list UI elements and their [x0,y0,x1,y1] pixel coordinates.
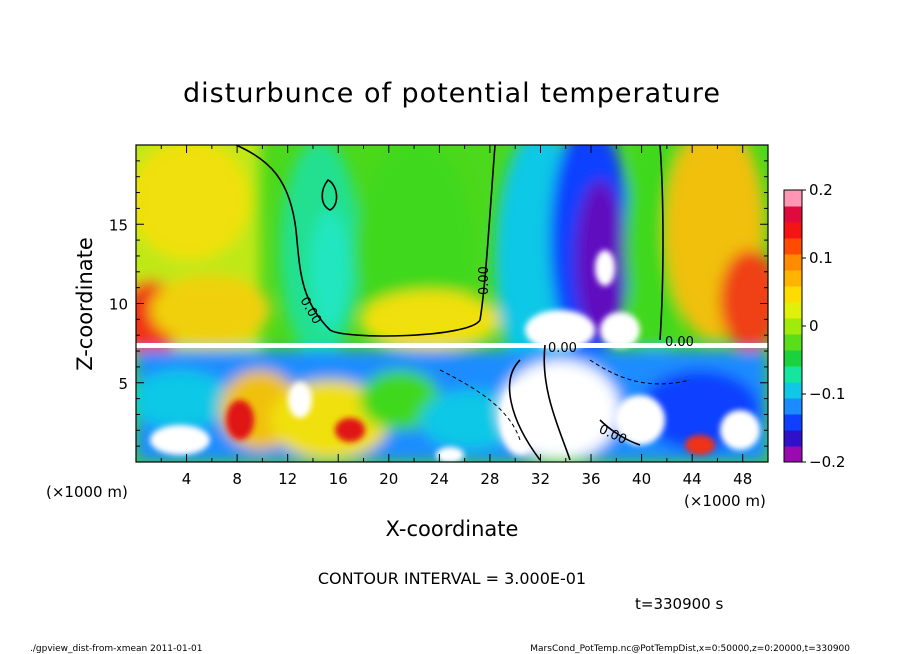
colorbar-swatch [784,254,802,271]
y-tick-label: 15 [109,216,128,234]
x-tick-label: 8 [232,470,242,488]
contour-label: 0.00 [477,266,492,295]
colorbar-swatch [784,238,802,255]
x-axis-label: X-coordinate [386,517,519,541]
x-tick-label: 44 [683,470,702,488]
x-unit-label: (×1000 m) [684,492,766,510]
colorbar-swatch [784,318,802,335]
colorbar-swatch [784,430,802,447]
colorbar-tick-label: 0.2 [809,181,833,199]
contour-interval: CONTOUR INTERVAL = 3.000E-01 [318,569,586,588]
colorbar-ticks: 0.2 0.1 0 −0.1 −0.2 [802,181,845,471]
colorbar-swatch [784,270,802,287]
time-label: t=330900 s [635,595,723,613]
colorbar-tick-label: 0 [809,317,819,335]
x-tick-label: 4 [182,470,192,488]
colorbar-tick-label: −0.1 [809,385,845,403]
x-tick-label: 32 [531,470,550,488]
x-tick-label: 12 [278,470,297,488]
x-tick-label: 48 [733,470,752,488]
colorbar-swatch [784,414,802,431]
colorbar-swatch [784,398,802,415]
y-tick-label: 10 [109,296,128,314]
footer-right: MarsCond_PotTemp.nc@PotTempDist,x=0:5000… [530,644,850,654]
y-axis-ticks: 5 10 15 [109,160,768,447]
colorbar-swatch [784,446,802,463]
heatmap-field [136,145,768,462]
x-tick-label: 36 [581,470,600,488]
colorbar-swatch [784,334,802,351]
colorbar-swatch [784,286,802,303]
colorbar-swatch [784,366,802,383]
chart-title: disturbunce of potential temperature [183,78,721,109]
colorbar-swatch [784,350,802,367]
colorbar-swatch [784,206,802,223]
contour-label: 0.00 [665,335,694,350]
footer-left: ./gpview_dist-from-xmean 2011-01-01 [30,644,202,654]
colorbar-swatch [784,302,802,319]
x-tick-label: 28 [480,470,499,488]
x-tick-label: 24 [430,470,449,488]
colorbar-tick-label: −0.2 [809,453,845,471]
contour-label: 0.00 [548,341,577,356]
x-tick-label: 40 [632,470,651,488]
z-unit-label: (×1000 m) [46,483,128,501]
y-tick-label: 5 [118,375,128,393]
colorbar-swatch [784,382,802,399]
colorbar-tick-label: 0.1 [809,249,833,267]
x-tick-label: 16 [329,470,348,488]
x-axis-ticks: 4 8 12 16 20 24 28 32 36 40 44 48 [160,145,752,488]
y-axis-label: Z-coordinate [73,237,97,371]
x-tick-label: 20 [379,470,398,488]
colorbar-swatch [784,222,802,239]
colorbar-swatch [784,190,802,207]
colorbar [783,189,803,463]
